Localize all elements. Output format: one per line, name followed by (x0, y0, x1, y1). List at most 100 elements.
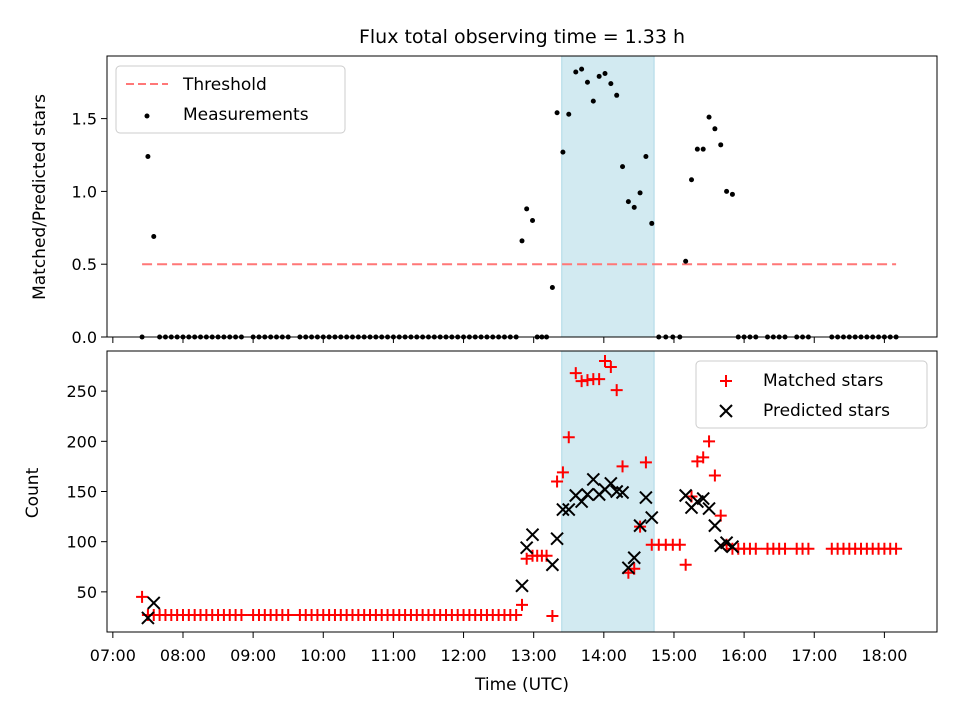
x-tick-label: 16:00 (721, 646, 767, 665)
count-points (136, 355, 903, 625)
predicted-star-point (147, 596, 161, 610)
bottom-y-tick-label: 200 (66, 432, 97, 451)
predicted-star-point (519, 540, 534, 555)
measurement-point (649, 220, 655, 226)
bottom-y-axis: 50 100 150 200 250 (66, 382, 107, 602)
measurement-point (706, 114, 712, 120)
matched-star-point (673, 538, 686, 551)
matched-star-point (556, 466, 569, 479)
predicted-star-point (615, 485, 630, 500)
measurement-point (519, 238, 525, 244)
matched-star-point (562, 431, 575, 444)
legend-threshold-label: Threshold (182, 75, 267, 95)
measurement-point (729, 191, 735, 197)
matched-star-point (779, 542, 792, 555)
predicted-star-point (550, 531, 564, 546)
matched-star-point (610, 384, 623, 397)
matched-star-point (599, 355, 611, 368)
top-panel: 0.0 0.5 1.0 1.5 Matched/Predicted stars Thr… (30, 55, 938, 347)
top-y-tick-label: 0.0 (72, 328, 97, 347)
measurement-point (700, 146, 706, 152)
measurement-point (524, 206, 530, 212)
x-axis-label: Time (UTC) (474, 675, 569, 695)
predicted-star-point (562, 502, 576, 517)
top-highlight-span (561, 55, 655, 338)
bottom-panel: 50 100 150 200 250 07:00 08:00 09:00 10:00 11:00… (23, 350, 938, 695)
top-plot-frame (106, 55, 938, 338)
measurement-point (602, 70, 608, 76)
predicted-star-point (708, 518, 722, 533)
matched-star-point (520, 552, 533, 565)
x-tick-label: 07:00 (90, 646, 136, 665)
legend-measurements-label: Measurements (183, 105, 309, 125)
measurement-point (620, 164, 626, 170)
measurement-point (145, 153, 151, 159)
measurement-point (712, 126, 718, 132)
measurement-point (573, 69, 579, 75)
measurement-point (614, 92, 620, 98)
matched-star-point (235, 608, 248, 621)
measurement-point (608, 81, 614, 87)
matched-star-point (575, 375, 588, 388)
measurement-point (579, 66, 585, 72)
predicted-star-point (525, 527, 540, 542)
predicted-star-point (627, 551, 641, 565)
matched-star-point (604, 361, 617, 374)
x-tick-label: 13:00 (511, 646, 557, 665)
x-tick-label: 08:00 (160, 646, 206, 665)
matched-star-point (510, 608, 523, 621)
predicted-star-point (621, 561, 636, 575)
measurement-point (724, 188, 730, 194)
measurement-point (590, 98, 596, 104)
x-tick-label: 17:00 (791, 646, 837, 665)
predicted-star-point (141, 611, 155, 625)
x-tick-label: 15:00 (651, 646, 697, 665)
x-tick-label: 10:00 (300, 646, 346, 665)
top-y-label: Matched/Predicted stars (30, 94, 50, 300)
predicted-star-point (515, 579, 529, 593)
legend-predicted-label: Predicted stars (763, 401, 890, 421)
matched-star-point (136, 590, 149, 603)
predicted-star-point (696, 491, 710, 506)
measurement-point (643, 153, 649, 159)
top-x-ticks (112, 337, 885, 343)
top-y-tick-label: 1.5 (72, 110, 97, 129)
bottom-legend: Matched stars Predicted stars (695, 360, 928, 429)
predicted-star-point (678, 488, 693, 503)
top-y-axis: 0.0 0.5 1.0 1.5 (72, 110, 107, 347)
measurement-point (718, 142, 724, 148)
predicted-star-point (645, 510, 659, 525)
bottom-plot-frame (106, 350, 938, 633)
measurement-point (683, 258, 689, 264)
bottom-y-tick-label: 250 (66, 382, 97, 401)
measurement-point (596, 73, 602, 79)
matched-star-point (679, 558, 692, 571)
x-tick-label: 11:00 (370, 646, 416, 665)
predicted-star-point (545, 558, 560, 572)
matched-star-point (546, 609, 559, 622)
measurement-point (584, 79, 590, 85)
bottom-y-tick-label: 50 (77, 583, 97, 602)
measurement-point (566, 111, 572, 117)
predicted-star-point (639, 490, 653, 505)
matched-star-point (593, 373, 606, 386)
measurement-point (637, 190, 643, 196)
matched-star-point (282, 608, 295, 621)
measurement-point (689, 177, 695, 183)
measurement-point (625, 199, 631, 205)
measurement-point (694, 146, 700, 152)
x-tick-label: 12:00 (440, 646, 486, 665)
predicted-star-point (719, 535, 734, 550)
bottom-y-tick-label: 150 (66, 483, 97, 502)
matched-star-point (890, 542, 903, 555)
matched-star-point (749, 542, 762, 555)
x-tick-label: 18:00 (861, 646, 907, 665)
predicted-star-point (702, 501, 716, 516)
chart-title: Flux total observing time = 1.33 h (359, 26, 685, 48)
measurement-point (631, 204, 637, 210)
top-y-tick-label: 0.5 (72, 255, 97, 274)
predicted-star-point (604, 476, 618, 491)
measurement-point (549, 284, 555, 290)
bottom-y-label: Count (23, 467, 43, 518)
